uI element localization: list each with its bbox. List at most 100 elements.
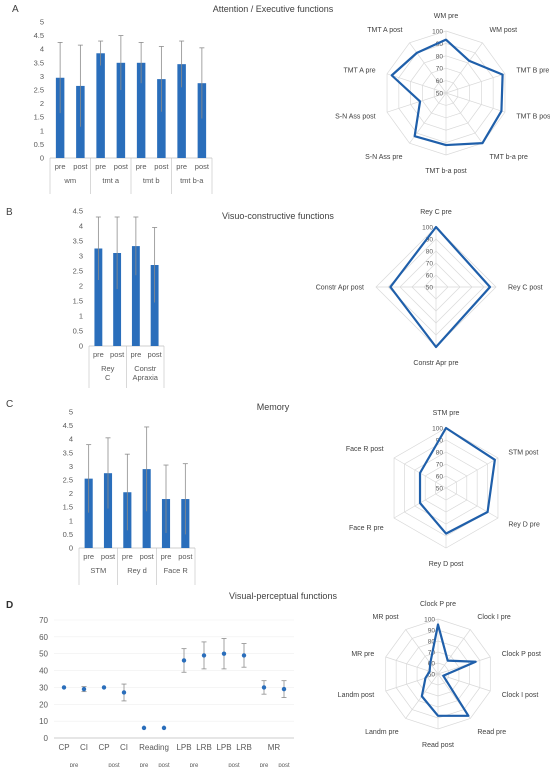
radar-axis-label: TMT A pre — [343, 68, 375, 75]
bar-ytick: 4.5 — [63, 421, 73, 430]
bar — [197, 83, 207, 158]
radar-tick: 100 — [424, 617, 435, 624]
bar — [96, 53, 105, 158]
scatter-xlabel: Reading — [139, 743, 169, 752]
bar-ytick: 3 — [40, 72, 44, 81]
group-label: tmt b — [143, 176, 160, 185]
bar-ytick: 0 — [40, 154, 44, 163]
radar-spoke — [386, 73, 447, 94]
radar-series-line — [418, 426, 496, 535]
radar-tick: 80 — [436, 53, 444, 60]
scatter-point — [141, 725, 147, 731]
radar-axis-label: TMT A post — [367, 27, 402, 34]
scatter-sublabel: post — [278, 763, 290, 767]
radar-axis-label: Clock I pre — [477, 614, 511, 621]
scatter-sublabel: post — [158, 763, 170, 767]
scatter-xlabel: CP — [98, 743, 109, 752]
radar-spoke — [445, 42, 483, 94]
scatter-xlabel: CI — [120, 743, 128, 752]
scatter-ytick: 0 — [44, 734, 49, 743]
bar-label: pre — [95, 162, 106, 171]
bar — [116, 62, 126, 158]
bar-label: post — [148, 350, 163, 359]
radar-axis-label: S-N Ass post — [335, 113, 376, 120]
bar-label: post — [154, 162, 169, 171]
scatter-sublabel: post — [108, 763, 120, 767]
bar-label: pre — [55, 162, 66, 171]
radar-spoke — [386, 92, 447, 113]
group-label-line: Constr — [134, 364, 157, 373]
radar-tick: 100 — [432, 426, 443, 433]
bar-label: post — [195, 162, 210, 171]
bar — [150, 265, 159, 346]
bar-label: post — [110, 350, 125, 359]
scatter-point — [221, 651, 227, 656]
radar-tick: 60 — [436, 78, 444, 85]
bar-ytick: 3.5 — [63, 448, 73, 457]
radar-axis-label: MR pre — [351, 651, 374, 658]
bar-ytick: 1.5 — [34, 113, 44, 122]
bar-ytick: 0 — [79, 342, 83, 351]
radar-spoke — [445, 73, 506, 94]
radar-axis-label: Rey C pre — [420, 209, 452, 216]
radar-series-line — [389, 225, 492, 349]
group-label: tmt a — [102, 176, 119, 185]
scatter-ytick: 40 — [39, 667, 48, 676]
panel-c-title: Memory — [257, 402, 290, 412]
radar-spoke — [437, 673, 491, 692]
bar-ytick: 5 — [40, 18, 44, 27]
radar-axis-label: Rey C post — [508, 285, 543, 292]
scatter-sublabel: post — [228, 763, 240, 767]
radar-axis-label: STM post — [508, 450, 538, 457]
bar-label: pre — [136, 162, 147, 171]
radar-spoke — [437, 656, 491, 675]
radar-tick: 60 — [426, 273, 434, 280]
panel-d-letter: D — [6, 600, 13, 611]
bar — [131, 246, 140, 346]
scatter-ytick: 10 — [39, 717, 48, 726]
scatter-xlabel: LRB — [236, 743, 252, 752]
panel-a-title: Attention / Executive functions — [213, 4, 334, 14]
bar-ytick: 2 — [69, 489, 73, 498]
radar-axis-label: Face R post — [346, 446, 384, 453]
radar-axis-label: Rey D post — [429, 561, 464, 568]
bar-ytick: 3 — [79, 252, 83, 261]
scatter-point — [81, 686, 87, 692]
scatter-ytick: 30 — [39, 683, 48, 692]
radar-spoke — [445, 92, 483, 144]
bar-label: pre — [176, 162, 187, 171]
bar-ytick: 0.5 — [34, 140, 44, 149]
bar-label: post — [140, 552, 155, 561]
radar-spoke — [445, 487, 499, 519]
bar-ytick: 2.5 — [73, 267, 83, 276]
radar-tick: 50 — [426, 285, 434, 292]
bar-label: pre — [83, 552, 94, 561]
scatter-sublabel: pre — [260, 763, 269, 767]
scatter-ytick: 50 — [39, 650, 48, 659]
scatter-point — [181, 658, 187, 663]
panel-b-letter: B — [6, 207, 13, 218]
group-label: Constr Apraxia — [133, 364, 159, 382]
bar-ytick: 2.5 — [63, 476, 73, 485]
scatter-point — [101, 685, 107, 690]
scatter-ytick: 70 — [39, 616, 48, 625]
scatter-point — [161, 725, 167, 731]
radar-tick: 100 — [422, 225, 433, 232]
radar-axis-label: Read pre — [477, 729, 506, 736]
radar-axis-label: WM pre — [434, 13, 459, 20]
bar-ytick: 0.5 — [73, 327, 83, 336]
radar-axis-label: Face R pre — [349, 525, 384, 532]
bar-ytick: 4 — [40, 45, 44, 54]
bar-label: pre — [93, 350, 104, 359]
bar-label: pre — [130, 350, 141, 359]
bar — [157, 79, 166, 158]
scatter-ytick: 20 — [39, 700, 48, 709]
bar-ytick: 3.5 — [73, 237, 83, 246]
radar-axis-label: Clock I post — [502, 692, 539, 699]
radar-axis-label: Read post — [422, 742, 454, 749]
scatter-xlabel: LPB — [216, 743, 231, 752]
radar-spoke — [409, 42, 447, 94]
radar-axis-label: Landm pre — [365, 729, 399, 736]
